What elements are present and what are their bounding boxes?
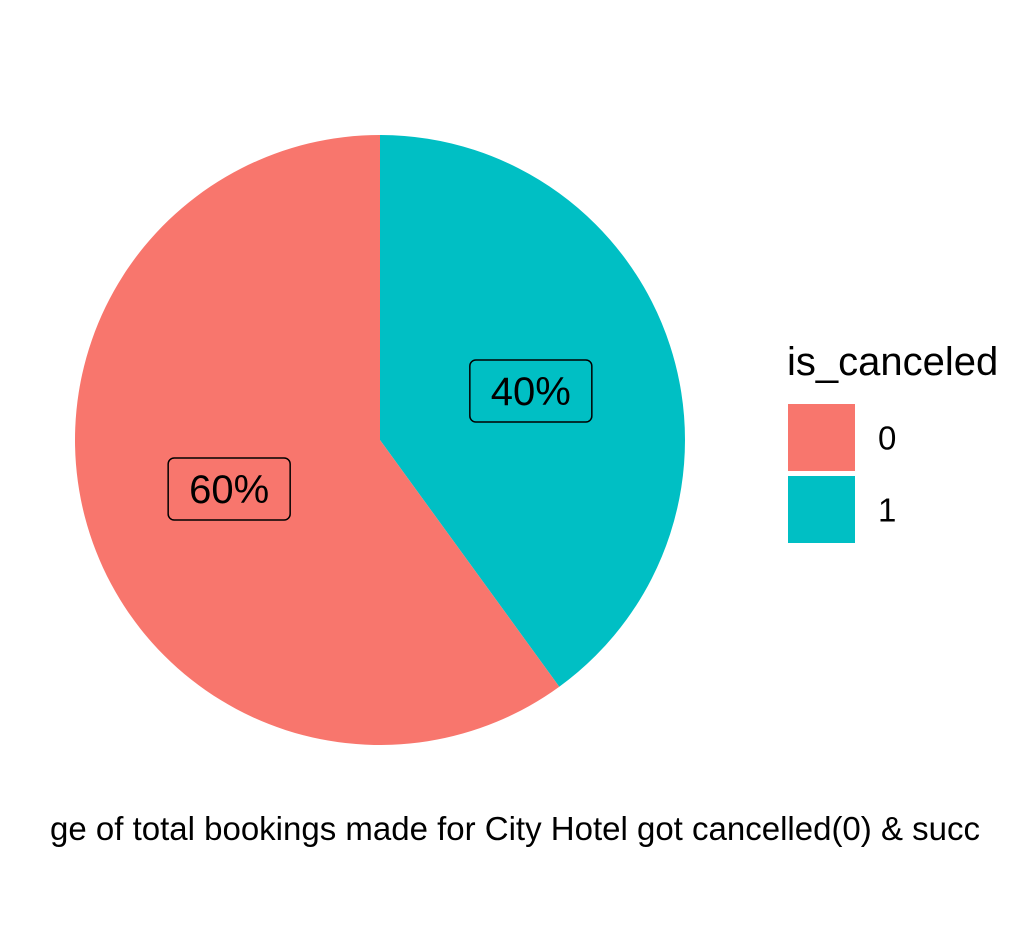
slice-label-box: [469, 359, 593, 423]
x-axis-label: ge of total bookings made for City Hotel…: [50, 810, 980, 847]
pie-slices: [74, 135, 685, 745]
slice-label-box: [167, 457, 291, 521]
legend-label: 0: [878, 420, 896, 457]
legend-title: is_canceled: [787, 340, 998, 384]
pie-slice-0: [74, 135, 560, 745]
slice-labels: 40% 60%: [167, 359, 593, 521]
slice-label-1: 40%: [469, 359, 593, 423]
legend-item-0: 0: [788, 404, 896, 471]
legend-swatch: [788, 404, 855, 471]
legend-item-1: 1: [788, 476, 896, 543]
legend: is_canceled 01: [787, 340, 998, 543]
legend-swatch: [788, 476, 855, 543]
legend-items: 01: [788, 404, 896, 543]
slice-label-text: 60%: [189, 468, 269, 512]
legend-label: 1: [878, 492, 896, 529]
slice-label-0: 60%: [167, 457, 291, 521]
slice-label-text: 40%: [491, 370, 571, 414]
